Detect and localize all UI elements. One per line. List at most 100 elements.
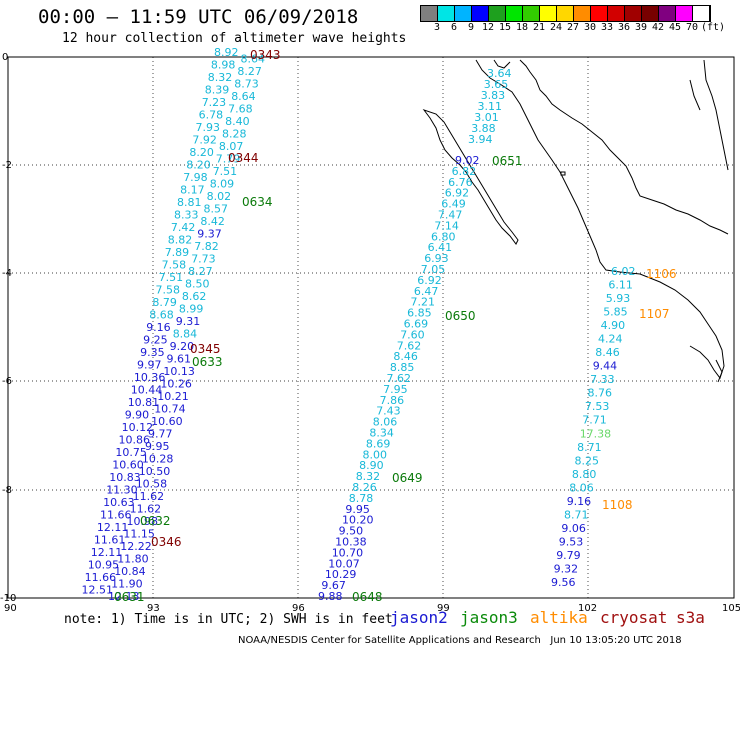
wave-height-label: 9.95 <box>345 503 370 516</box>
x-tick: 93 <box>147 603 160 614</box>
wave-height-label: 8.06 <box>569 481 594 494</box>
wave-height-label: 9.35 <box>140 346 165 359</box>
wave-height-label: 9.67 <box>321 579 346 592</box>
color-scale-label: 24 <box>549 22 563 33</box>
color-swatch <box>676 6 693 21</box>
y-axis-ticks: 0 -2 -4 -6 -8 -10 <box>0 52 16 604</box>
time-label: 1108 <box>602 498 633 512</box>
satellite-track-d: 6.026.115.935.854.904.248.469.447.338.76… <box>551 265 636 589</box>
color-scale-label: 45 <box>668 22 682 33</box>
pass-time-labels: 0343 0344 0634 0345 0633 0632 0346 0631 … <box>114 48 677 604</box>
wave-height-label: 7.23 <box>202 96 227 109</box>
wave-height-label: 7.60 <box>400 328 425 341</box>
wave-height-map: 0 -2 -4 -6 -8 -10 90 93 96 99 102 105 8.… <box>0 46 740 614</box>
wave-height-label: 10.07 <box>328 557 360 570</box>
wave-height-label: 7.51 <box>213 165 238 178</box>
wave-height-label: 9.32 <box>554 563 579 576</box>
wave-height-label: 3.64 <box>487 67 512 80</box>
wave-height-label: 10.36 <box>134 371 166 384</box>
y-tick: 0 <box>2 52 8 63</box>
wave-height-label: 9.50 <box>339 525 364 538</box>
map-title: 00:00 – 11:59 UTC 06/09/2018 <box>38 6 359 28</box>
wave-height-label: 12.13 <box>108 590 140 603</box>
wave-height-label: 8.68 <box>149 309 174 322</box>
wave-height-label: 9.44 <box>593 360 618 373</box>
wave-height-label: 9.61 <box>167 352 192 365</box>
wave-height-label: 9.20 <box>170 340 195 353</box>
wave-height-label: 17.38 <box>580 427 612 440</box>
wave-height-label: 8.98 <box>211 59 236 72</box>
wave-height-label: 9.77 <box>148 427 173 440</box>
color-swatch <box>472 6 489 21</box>
wave-height-label: 6.11 <box>608 279 633 292</box>
wave-height-label: 7.71 <box>582 414 607 427</box>
color-scale-label: 36 <box>617 22 631 33</box>
wave-height-label: 3.83 <box>481 89 506 102</box>
wave-height-label: 8.07 <box>219 140 244 153</box>
wave-height-label: 10.38 <box>335 536 367 549</box>
color-swatch <box>693 6 710 21</box>
wave-height-label: 8.33 <box>174 209 199 222</box>
color-swatch <box>625 6 642 21</box>
wave-height-label: 8.73 <box>234 77 258 90</box>
wave-height-label: 11.62 <box>133 490 165 503</box>
wave-height-label: 9.97 <box>137 359 162 372</box>
satellite-track-a: 8.92 8.648.98 8.278.32 8.738.39 8.647.23 7.68… <box>82 46 266 603</box>
wave-height-label: 7.98 <box>183 171 208 184</box>
legend-altika: altika <box>530 608 588 627</box>
time-label: 0650 <box>445 309 476 323</box>
color-scale-label: 6 <box>450 22 458 33</box>
wave-height-label: 12.22 <box>120 540 152 553</box>
legend-cryosat: cryosat <box>600 608 668 627</box>
wave-height-label: 8.57 <box>204 202 229 215</box>
wave-height-label: 5.85 <box>603 306 628 319</box>
wave-height-label: 7.58 <box>162 259 187 272</box>
satellite-track-b: 9.026.826.766.926.497.477.146.806.416.93… <box>318 154 480 603</box>
map-frame <box>7 56 735 599</box>
wave-height-label: 4.24 <box>598 333 623 346</box>
wave-height-label: 10.29 <box>325 568 357 581</box>
x-tick: 102 <box>578 603 597 614</box>
map-subtitle: 12 hour collection of altimeter wave hei… <box>62 31 407 46</box>
wave-height-label: 6.76 <box>448 176 473 189</box>
wave-height-label: 7.89 <box>165 246 190 259</box>
wave-height-label: 7.47 <box>438 209 463 222</box>
color-swatch <box>557 6 574 21</box>
wave-height-label: 8.71 <box>564 508 589 521</box>
y-tick: -8 <box>2 485 12 496</box>
wave-height-label: 6.78 <box>199 109 224 122</box>
time-label: 0343 <box>250 48 281 62</box>
wave-height-label: 10.84 <box>114 565 146 578</box>
wave-height-label: 8.84 <box>173 327 198 340</box>
color-scale-label: 12 <box>481 22 495 33</box>
wave-height-label: 10.28 <box>142 452 174 465</box>
color-swatch <box>506 6 523 21</box>
x-tick: 99 <box>437 603 450 614</box>
credit-line: NOAA/NESDIS Center for Satellite Applica… <box>238 635 682 646</box>
color-swatch <box>659 6 676 21</box>
time-label: 0634 <box>242 195 273 209</box>
wave-height-label: 9.16 <box>567 495 592 508</box>
wave-height-label: 7.93 <box>196 121 221 134</box>
wave-height-label: 3.94 <box>468 133 493 146</box>
wave-height-label: 8.40 <box>225 115 250 128</box>
color-scale-label: 15 <box>498 22 512 33</box>
wave-height-label: 8.02 <box>207 190 232 203</box>
wave-height-label: 9.31 <box>176 315 201 328</box>
wave-height-label: 10.13 <box>163 365 195 378</box>
wave-height-label: 8.64 <box>231 90 256 103</box>
y-tick: -6 <box>2 376 12 387</box>
color-scale-label: 18 <box>515 22 529 33</box>
wave-height-label: 10.44 <box>131 384 163 397</box>
wave-height-label: 8.92 <box>214 46 239 59</box>
wave-height-label: 8.20 <box>186 159 211 172</box>
wave-height-label: 6.02 <box>611 265 636 278</box>
wave-height-label: 3.11 <box>478 100 503 113</box>
time-label: 0346 <box>151 535 182 549</box>
wave-height-label: 3.01 <box>474 111 499 124</box>
color-swatch <box>438 6 455 21</box>
color-swatch <box>540 6 557 21</box>
satellite-legend: note: 1) Time is in UTC; 2) SWH is in fe… <box>0 608 705 741</box>
wave-height-label: 9.79 <box>556 549 581 562</box>
wave-height-label: 6.69 <box>404 318 429 331</box>
